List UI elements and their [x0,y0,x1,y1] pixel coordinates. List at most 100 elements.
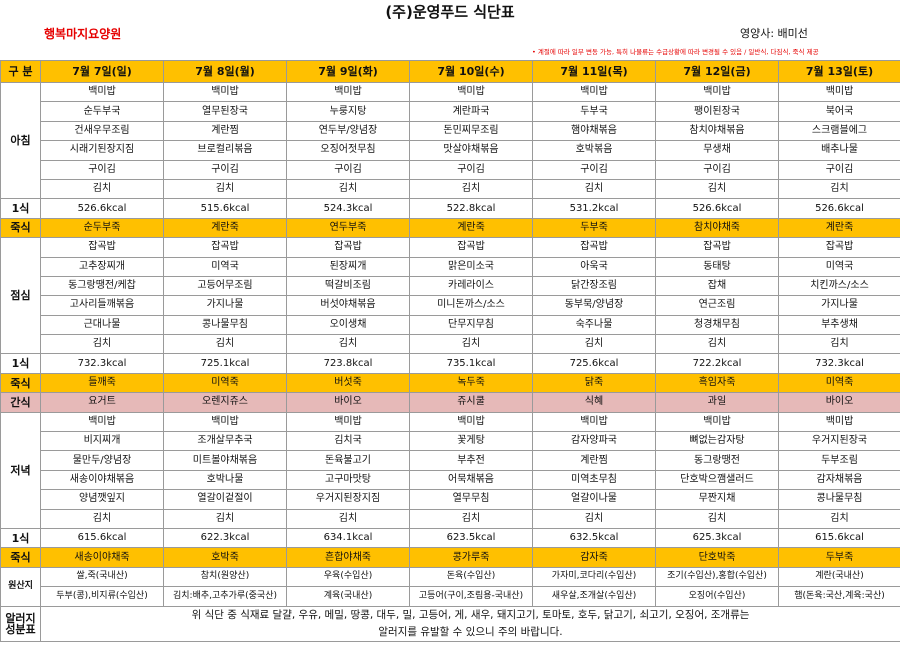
menu-item: 청경채무침 [655,314,779,336]
menu-item: 잡곡밥 [778,237,900,258]
kcal-value: 725.1kcal [163,353,287,374]
menu-item: 미역초무침 [532,469,656,491]
menu-item: 된장찌개 [286,256,410,277]
menu-item: 백미밥 [532,81,656,103]
allergy-row: 알러지 성분표 위 식단 중 식재료 달걀, 우유, 메밀, 땅콩, 대두, 밀, … [0,605,900,642]
porridge-item: 닭죽 [532,372,656,394]
menu-item: 김치 [163,508,287,529]
breakfast-menu-row: 김치 김치 김치 김치 김치 김치 김치 [1,178,900,200]
breakfast-menu-row: 순두부국 열무된장국 누룽지탕 계란파국 두부국 팽이된장국 북어국 [1,101,900,122]
menu-item: 계란찜 [532,450,656,471]
menu-item: 계란찜 [163,120,287,142]
porridge-item: 감자죽 [532,547,656,568]
menu-item: 스크램블에그 [778,120,900,142]
menu-item: 가지나물 [163,295,287,316]
menu-item: 김치 [40,178,164,200]
menu-item: 북어국 [778,101,900,122]
kcal-value: 623.5kcal [409,527,533,549]
menu-item: 김치 [163,334,287,355]
menu-item: 우거지된장국 [778,431,900,452]
breakfast-porridge-label: 죽식 [0,217,41,239]
menu-item: 고등어무조림 [163,275,287,297]
menu-item: 동그랑땡전 [655,450,779,471]
lunch-menu-row: 고사리들깨볶음 가지나물 버섯야채볶음 미니돈까스/소스 동부묵/양념장 연근조림 가지나물 [1,295,900,316]
menu-item: 감자채볶음 [778,469,900,491]
menu-item: 어묵채볶음 [409,469,533,491]
menu-item: 잡곡밥 [409,237,533,258]
kcal-value: 732.3kcal [778,353,900,374]
lunch-kcal-row: 1식 732.3kcal 725.1kcal 723.8kcal 735.1kcal 72… [0,353,900,374]
menu-item: 백미밥 [163,81,287,103]
menu-item: 김치 [409,508,533,529]
porridge-item: 호박죽 [163,547,287,568]
menu-item: 열무된장국 [163,101,287,122]
menu-item: 얼갈이나물 [532,489,656,510]
menu-item: 열갈이겉절이 [163,489,287,510]
menu-item: 콩나물무침 [778,489,900,510]
menu-item: 김치 [286,178,410,200]
kcal-value: 735.1kcal [409,353,533,374]
menu-item: 돈육불고기 [286,450,410,471]
breakfast-porridge-row: 죽식 순두부죽 계란죽 연두부죽 계란죽 두부죽 참치야채죽 계란죽 [0,217,900,239]
menu-item: 동그랑땡전/케찹 [40,275,164,297]
snack-item: 바이오 [778,392,900,413]
allergy-line-2: 알러지를 유발할 수 있으니 주의 바랍니다. [378,625,563,638]
menu-item: 구이김 [409,159,533,180]
origin-item: 오징어(수입산) [655,586,779,607]
porridge-item: 흑임자죽 [655,372,779,394]
menu-item: 백미밥 [409,411,533,433]
menu-item: 미니돈까스/소스 [409,295,533,316]
menu-item: 고추장찌개 [40,256,164,277]
origin-label: 원산지 [0,566,41,607]
menu-item: 미역국 [163,256,287,277]
dinner-label: 저녁 [0,411,41,529]
menu-item: 근대나물 [40,314,164,336]
menu-item: 부추전 [409,450,533,471]
porridge-item: 흔합야채죽 [286,547,410,568]
origin-item: 김치:배추,고추가루(중국산) [163,586,287,607]
origin-item: 조기(수입산),홍합(수입산) [655,566,779,588]
dinner-menu-row: 저녁 백미밥 백미밥 백미밥 백미밥 백미밥 백미밥 백미밥 [0,411,900,529]
day-header: 7월 7일(일) [40,60,164,83]
lunch-porridge-label: 죽식 [0,372,41,394]
porridge-item: 단호박죽 [655,547,779,568]
origin-item: 우육(수입산) [286,566,410,588]
menu-item: 오징어젓무침 [286,140,410,161]
allergy-line-1: 위 식단 중 식재료 달걀, 우유, 메밀, 땅콩, 대두, 밀, 고등어, 게… [191,609,750,622]
kcal-value: 732.3kcal [40,353,164,374]
breakfast-menu-row: 시래기된장지짐 브로컬리볶음 오징어젓무침 맛살야채볶음 호박볶음 무생채 배추나물 [1,140,900,161]
menu-item: 잡곡밥 [286,237,410,258]
kcal-value: 615.6kcal [40,527,164,549]
menu-item: 숙주나물 [532,314,656,336]
menu-item: 치킨까스/소스 [778,275,900,297]
menu-item: 돈민찌무조림 [409,120,533,142]
lunch-menu-row: 김치 김치 김치 김치 김치 김치 김치 [1,334,900,355]
breakfast-kcal-row: 1식 526.6kcal 515.6kcal 524.3kcal 522.8kcal 53… [0,198,900,219]
menu-item: 미역국 [778,256,900,277]
snack-item: 쥬시쿨 [409,392,533,413]
menu-item: 맑은미소국 [409,256,533,277]
menu-item: 꽃게탕 [409,431,533,452]
allergy-label: 알러지 성분표 [0,605,41,642]
menu-item: 두부조림 [778,450,900,471]
snack-item: 식혜 [532,392,656,413]
menu-item: 단호박으깸샐러드 [655,469,779,491]
allergy-label-2: 성분표 [5,622,36,636]
kcal-value: 526.6kcal [40,198,164,219]
menu-item: 호박나물 [163,469,287,491]
lunch-kcal-label: 1식 [0,353,41,374]
menu-item: 오이생채 [286,314,410,336]
menu-item: 백미밥 [532,411,656,433]
origin-item: 가자미,코다리(수입산) [532,566,656,588]
menu-item: 순두부국 [40,101,164,122]
menu-item: 새송이야채볶음 [40,469,164,491]
kcal-value: 725.6kcal [532,353,656,374]
kcal-value: 622.3kcal [163,527,287,549]
origin-item: 계란(국내산) [778,566,900,588]
origin-row: 원산지 쌀,죽(국내산) 참치(원양산) 우육(수입산) 돈육(수입산) 가자미,코다리(… [0,566,900,607]
menu-item: 김치 [778,334,900,355]
menu-item: 잡곡밥 [532,237,656,258]
allergy-label-1: 알러지 [5,611,36,625]
porridge-item: 연두부죽 [286,217,410,239]
menu-item: 단무지무침 [409,314,533,336]
